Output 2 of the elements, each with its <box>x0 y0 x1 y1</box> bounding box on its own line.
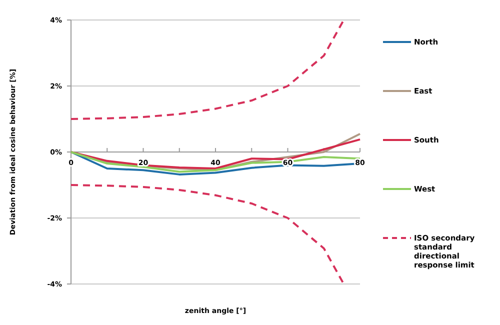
line-series <box>70 19 345 120</box>
line-series <box>70 184 345 285</box>
